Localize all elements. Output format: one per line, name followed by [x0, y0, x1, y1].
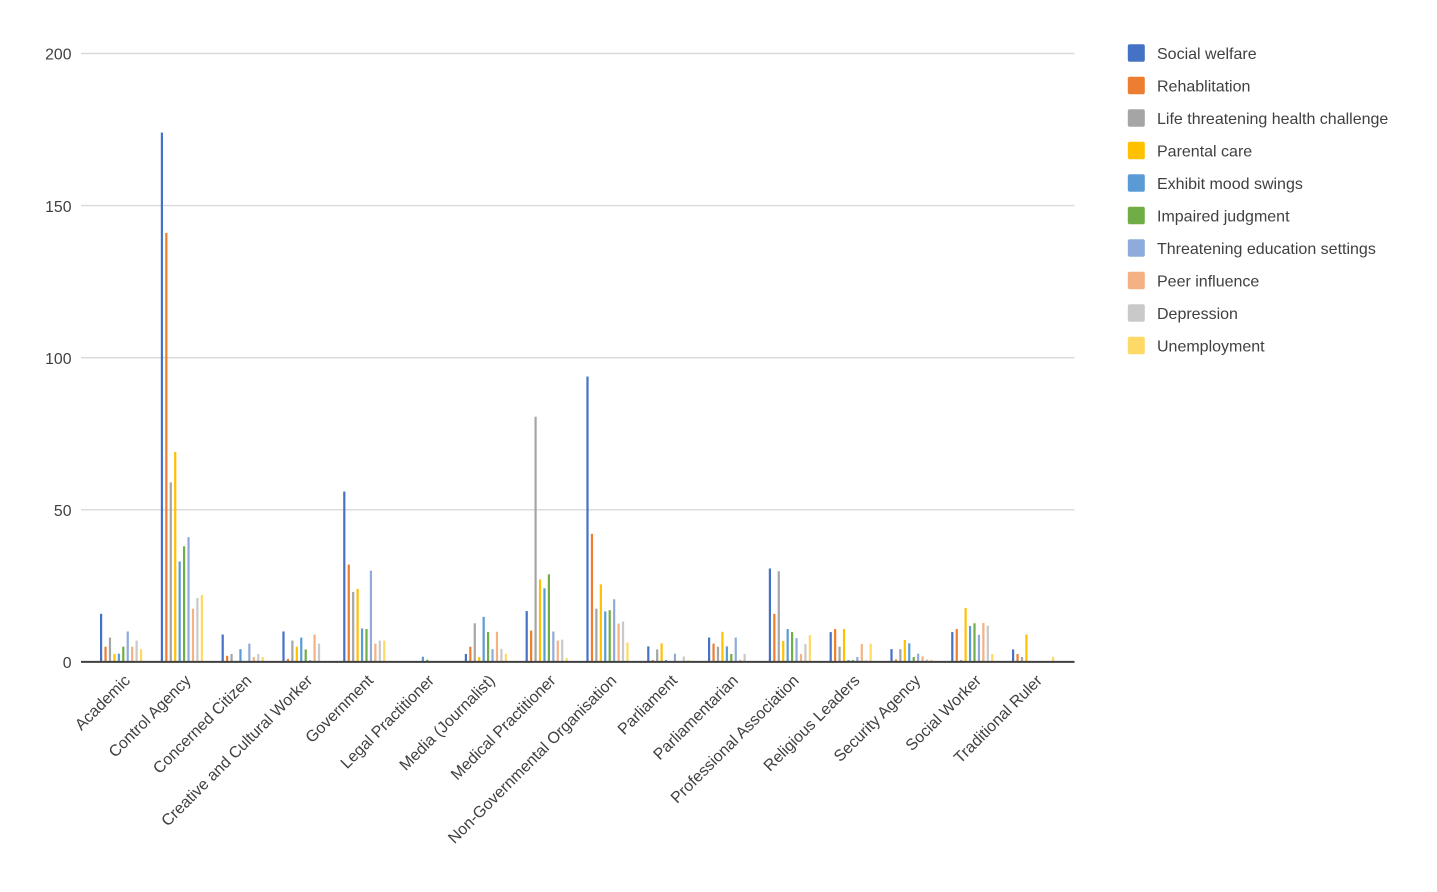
svg-text:Threatening education settings: Threatening education settings: [1157, 241, 1376, 258]
svg-text:Life threatening health challe: Life threatening health challenge: [1157, 111, 1388, 128]
svg-text:100: 100: [45, 351, 72, 368]
svg-text:Depression: Depression: [1157, 306, 1238, 323]
svg-text:150: 150: [45, 199, 72, 216]
svg-text:Peer influence: Peer influence: [1157, 273, 1259, 290]
svg-text:Rehablitation: Rehablitation: [1157, 78, 1250, 95]
svg-text:Social welfare: Social welfare: [1157, 46, 1257, 63]
svg-text:Parental care: Parental care: [1157, 143, 1252, 160]
svg-text:50: 50: [54, 503, 72, 520]
svg-text:Exhibit mood swings: Exhibit mood swings: [1157, 176, 1303, 193]
svg-text:Unemployment: Unemployment: [1157, 338, 1265, 355]
svg-text:200: 200: [45, 47, 72, 64]
svg-text:Impaired judgment: Impaired judgment: [1157, 208, 1290, 225]
svg-text:0: 0: [63, 655, 72, 672]
